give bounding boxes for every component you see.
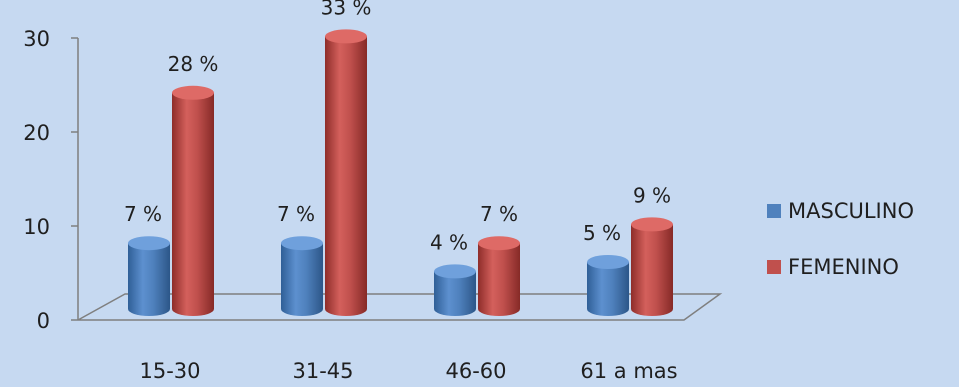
data-label: 5 % [583, 221, 621, 245]
bar-masculino [281, 236, 323, 316]
legend: MASCULINO FEMENINO [767, 199, 914, 279]
data-label: 7 % [124, 202, 162, 226]
axis-layer: 0 10 20 30 15-30 31-45 46-60 61 a mas [23, 27, 677, 383]
bar-femenino [325, 29, 367, 317]
bar-top [478, 236, 520, 251]
x-tick-label: 46-60 [445, 359, 506, 383]
floor-outline [77, 293, 723, 321]
data-label: 4 % [430, 230, 468, 254]
y-tick-label: 10 [23, 215, 50, 239]
bar-top [631, 217, 673, 232]
data-labels-layer: 7 % 28 % 7 % 33 % 4 % 7 % 5 % 9 % [124, 0, 671, 254]
data-label: 33 % [321, 0, 372, 19]
bar-top [172, 85, 214, 100]
data-label: 28 % [168, 52, 219, 76]
bar-femenino [478, 236, 520, 316]
y-tick-label: 0 [37, 309, 50, 333]
chart-floor [77, 293, 723, 321]
bar-masculino [587, 255, 629, 316]
bar-top [587, 255, 629, 269]
bar-body [281, 243, 323, 316]
legend-label: MASCULINO [788, 199, 914, 223]
y-tick-label: 20 [23, 121, 50, 145]
bar-body [434, 271, 476, 316]
x-tick-label: 15-30 [139, 359, 200, 383]
x-tick-label: 31-45 [292, 359, 353, 383]
bar-body [172, 92, 214, 316]
data-label: 7 % [480, 202, 518, 226]
bar-top [128, 236, 170, 251]
y-tick-label: 30 [23, 27, 50, 51]
legend-label: FEMENINO [788, 255, 899, 279]
bar-top [434, 264, 476, 279]
bar-body [128, 243, 170, 316]
bar-femenino [172, 85, 214, 316]
bars-layer [128, 29, 673, 317]
bar-top [325, 29, 367, 44]
legend-swatch [767, 260, 781, 274]
bar-femenino [631, 217, 673, 316]
bar-top [281, 236, 323, 251]
x-tick-label: 61 a mas [580, 359, 677, 383]
bar-masculino [128, 236, 170, 316]
data-label: 9 % [633, 183, 671, 207]
legend-swatch [767, 204, 781, 218]
data-label: 7 % [277, 202, 315, 226]
bar-body [587, 262, 629, 316]
bar-body [325, 36, 367, 317]
bar-body [478, 243, 520, 316]
bar-body [631, 224, 673, 316]
bar-masculino [434, 264, 476, 316]
